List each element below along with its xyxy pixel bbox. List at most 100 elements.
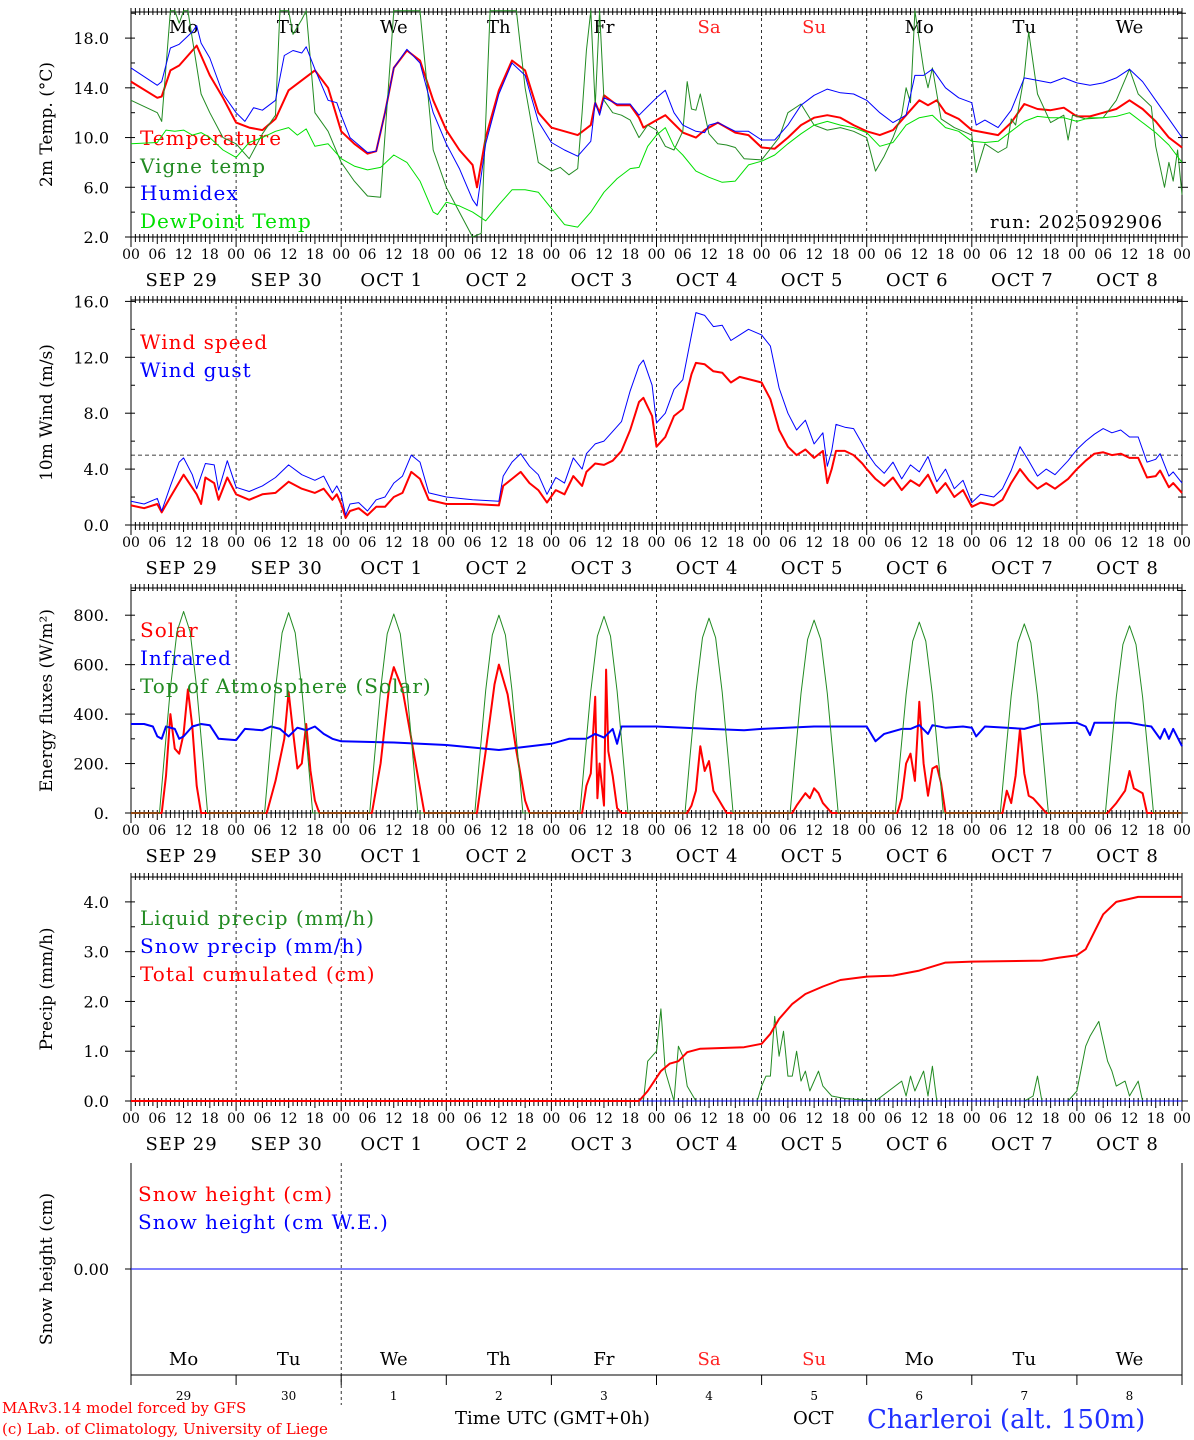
hour-tick-label: 00 xyxy=(542,823,560,839)
date-label: OCT 2 xyxy=(465,1134,528,1155)
legend-solar: Solar xyxy=(140,618,199,642)
hour-tick-label: 12 xyxy=(700,247,718,263)
hour-tick-label: 06 xyxy=(148,535,166,551)
hour-tick-label: 12 xyxy=(490,823,508,839)
hour-tick-label: 18 xyxy=(516,823,534,839)
hour-tick-label: 12 xyxy=(280,823,298,839)
hour-tick-label: 00 xyxy=(437,535,455,551)
hour-tick-label: 00 xyxy=(648,247,666,263)
hour-tick-label: 00 xyxy=(122,823,140,839)
hour-tick-label: 06 xyxy=(148,1111,166,1127)
y-tick-label: 1.0 xyxy=(84,1042,109,1061)
y-tick-label: 0.0 xyxy=(84,516,109,535)
date-label: OCT 3 xyxy=(571,1134,634,1155)
hour-tick-label: 18 xyxy=(832,1111,850,1127)
hour-tick-label: 12 xyxy=(595,823,613,839)
hour-tick-label: 00 xyxy=(122,247,140,263)
y-tick-label: 4.0 xyxy=(84,893,109,912)
date-label: OCT 6 xyxy=(886,1134,949,1155)
hour-tick-label: 12 xyxy=(1121,823,1139,839)
hour-tick-label: 18 xyxy=(621,247,639,263)
series-total-cumulated-cm xyxy=(131,895,1182,1102)
hour-tick-label: 00 xyxy=(332,823,350,839)
hour-tick-label: 00 xyxy=(122,535,140,551)
date-label: OCT 4 xyxy=(676,1134,739,1155)
hour-tick-label: 00 xyxy=(1173,535,1191,551)
hour-tick-label: 12 xyxy=(175,1111,193,1127)
date-number-label: 4 xyxy=(705,1389,713,1403)
legend-snow-precip-mm-h: Snow precip (mm/h) xyxy=(140,934,364,958)
date-label: OCT 4 xyxy=(676,270,739,291)
panel-4: 00 06 12 18 SEP 29 00 06 12 18 SEP 30 00 06 12 18 OCT … xyxy=(37,873,1191,1155)
day-name-label: Mo xyxy=(169,17,198,38)
hour-tick-label: 00 xyxy=(437,823,455,839)
hour-tick-label: 12 xyxy=(805,823,823,839)
hour-tick-label: 06 xyxy=(359,823,377,839)
hour-tick-label: 06 xyxy=(464,823,482,839)
hour-tick-label: 12 xyxy=(700,535,718,551)
hour-tick-label: 18 xyxy=(726,535,744,551)
hour-tick-label: 06 xyxy=(464,1111,482,1127)
date-label: OCT 1 xyxy=(360,558,423,579)
hour-tick-label: 00 xyxy=(542,535,560,551)
y-tick-label: 600. xyxy=(73,656,109,675)
run-label: run: 2025092906 xyxy=(990,212,1163,233)
date-label: OCT 1 xyxy=(360,1134,423,1155)
y-tick-label: 16.0 xyxy=(73,292,109,311)
station-label: Charleroi (alt. 150m) xyxy=(867,1405,1145,1435)
legend-snow-height-cm: Snow height (cm) xyxy=(138,1182,333,1206)
hour-tick-label: 12 xyxy=(805,1111,823,1127)
hour-tick-label: 18 xyxy=(201,823,219,839)
hour-tick-label: 18 xyxy=(306,247,324,263)
hour-tick-label: 06 xyxy=(148,823,166,839)
hour-tick-label: 00 xyxy=(648,535,666,551)
date-label: OCT 5 xyxy=(781,1134,844,1155)
day-name-label: Tu xyxy=(277,1349,301,1370)
hour-tick-label: 06 xyxy=(779,1111,797,1127)
footer-model: MARv3.14 model forced by GFS xyxy=(2,1399,246,1417)
footer-credit: (c) Lab. of Climatology, University of L… xyxy=(2,1420,328,1438)
hour-tick-label: 12 xyxy=(1121,1111,1139,1127)
hour-tick-label: 06 xyxy=(674,247,692,263)
hour-tick-label: 18 xyxy=(516,247,534,263)
hour-tick-label: 18 xyxy=(621,535,639,551)
hour-tick-label: 18 xyxy=(1147,247,1165,263)
date-number-label: 30 xyxy=(281,1389,296,1403)
date-label: OCT 1 xyxy=(360,270,423,291)
y-axis-label: 10m Wind (m/s) xyxy=(37,344,57,481)
hour-tick-label: 18 xyxy=(937,247,955,263)
hour-tick-label: 00 xyxy=(227,823,245,839)
hour-tick-label: 00 xyxy=(332,247,350,263)
date-label: OCT 7 xyxy=(991,270,1054,291)
date-number-label: 8 xyxy=(1126,1389,1134,1403)
hour-tick-label: 18 xyxy=(1147,535,1165,551)
hour-tick-label: 12 xyxy=(595,1111,613,1127)
y-tick-label: 12.0 xyxy=(73,348,109,367)
hour-tick-label: 18 xyxy=(726,1111,744,1127)
hour-tick-label: 00 xyxy=(858,247,876,263)
series-liquid-precip-mm-h xyxy=(131,1008,1182,1102)
hour-tick-label: 00 xyxy=(542,247,560,263)
hour-tick-label: 00 xyxy=(437,1111,455,1127)
hour-tick-label: 06 xyxy=(989,823,1007,839)
date-label: OCT 6 xyxy=(886,270,949,291)
y-tick-label: 0.0 xyxy=(84,1092,109,1111)
series-dewpoint-temp xyxy=(130,112,1183,228)
hour-tick-label: 18 xyxy=(1042,535,1060,551)
hour-tick-label: 06 xyxy=(989,247,1007,263)
date-label: OCT 2 xyxy=(465,270,528,291)
y-tick-label: 200. xyxy=(73,755,109,774)
panel-1: 00 06 12 18 SEP 29 00 06 12 18 SEP 30 00 06 12 18 OCT … xyxy=(37,8,1191,291)
series-humidex xyxy=(130,25,1183,207)
date-label: OCT 1 xyxy=(360,846,423,867)
hour-tick-label: 18 xyxy=(516,535,534,551)
hour-tick-label: 00 xyxy=(1068,823,1086,839)
hour-tick-label: 06 xyxy=(674,535,692,551)
series-wind-gust xyxy=(130,312,1183,516)
date-label: SEP 30 xyxy=(251,1134,323,1155)
panel-3: 00 06 12 18 SEP 29 00 06 12 18 SEP 30 00 06 12 18 OCT … xyxy=(37,584,1191,867)
date-label: OCT 4 xyxy=(676,558,739,579)
day-name-label: Tu xyxy=(1013,1349,1037,1370)
legend-infrared: Infrared xyxy=(140,646,232,670)
date-label: OCT 2 xyxy=(465,558,528,579)
